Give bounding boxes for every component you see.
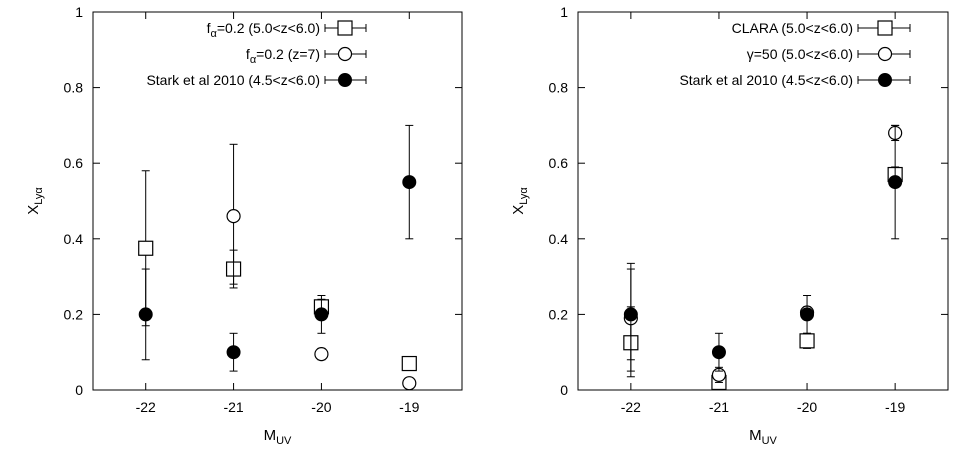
plot-frame [92,11,463,391]
x-axis-label-sub: UV [276,435,292,444]
y-axis-label-sub: Lyα [33,187,45,205]
legend-label: Stark et al 2010 (4.5<z<6.0) [679,72,853,88]
series-3 [138,124,417,372]
chart-panel-2: 0 0.2 0.4 0.6 0.8 1 -22 -21 -20 -19 MUV XLyα CLARA (… [510,4,949,447]
x-tick-label: -22 [136,399,156,415]
legend-label-main: Stark et al 2010 (4.5<z<6.0) [146,72,320,88]
data-point [138,240,154,256]
x-axis-label: MUV [749,427,777,444]
y-tick-label: 1 [75,4,83,20]
legend-label-main: γ=50 (5.0<z<6.0) [747,46,853,62]
x-tick-label: -21 [709,399,729,415]
y-axis-label-sub: Lyα [518,187,530,205]
series-1 [623,166,903,391]
y-tick-label: 0.6 [64,155,84,171]
legend-label-rest: =0.2 (z=7) [256,46,320,62]
legend-label-sub: α [250,54,257,66]
x-axis-label: MUV [264,427,292,444]
x-axis-label-sub: UV [762,435,778,444]
chart-panel-1: 00.20.40.60.81-22 -21 -20 -19MUVXLyαfα=0.2 … [25,4,463,447]
legend-label: Stark et al 2010 (4.5<z<6.0) [146,72,320,88]
legend-label-main: Stark et al 2010 (4.5<z<6.0) [679,72,853,88]
legend-label-main: f [246,46,250,62]
y-axis-label: XLyα [25,187,45,215]
legend-marker [877,46,893,62]
y-tick-label: 0.8 [549,80,569,96]
data-point [314,346,329,362]
legend-marker [337,46,353,62]
x-tick-label: -22 [621,399,641,415]
y-axis-label-main: X [25,205,42,215]
x-tick-label: -19 [885,399,905,415]
y-tick-label: 0.2 [549,306,569,322]
x-axis-label-main: M [264,427,277,444]
x-tick-label: -21 [223,399,243,415]
y-tick-label: 1 [560,4,568,20]
data-point [402,376,417,391]
data-point [800,307,815,322]
data-point [799,333,815,349]
legend: fα=0.2 (5.0<z<6.0)fα=0.2 (z=7)Stark et a… [146,20,367,88]
legend-marker [337,20,353,36]
series-3 [623,124,903,372]
y-axis-label: XLyα [510,187,530,215]
data-point [888,175,903,190]
legend-marker [878,73,892,87]
legend-marker [877,20,893,36]
x-tick-label: -20 [311,399,331,415]
data-point [138,307,153,322]
legend-label: fα=0.2 (z=7) [246,46,320,66]
legend-label: γ=50 (5.0<z<6.0) [747,46,853,62]
series-1 [138,170,417,372]
y-tick-label: 0.2 [64,306,84,322]
legend-label-main: f [207,20,211,36]
y-axis-label-main: X [510,205,527,215]
data-point [314,307,329,322]
legend-label-main: CLARA (5.0<z<6.0) [732,20,853,36]
data-point [226,209,241,224]
legend: CLARA (5.0<z<6.0) γ=50 (5.0<z<6.0) Stark e… [679,20,911,88]
legend-label-sub: α [211,28,218,40]
data-point [711,345,726,360]
data-point [623,307,638,322]
series-2 [226,143,417,391]
y-tick-label: 0.8 [64,80,84,96]
y-tick-label: 0.4 [64,231,84,247]
x-tick-label: -20 [797,399,817,415]
x-axis-label-main: M [749,427,762,444]
data-point [226,345,241,360]
legend-label: fα=0.2 (5.0<z<6.0) [207,20,320,40]
x-tick-label: -19 [399,399,419,415]
legend-marker [338,73,352,87]
y-tick-label: 0.6 [549,155,569,171]
series-2 [623,124,903,383]
legend-label-rest: =0.2 (5.0<z<6.0) [217,20,320,36]
y-tick-label: 0.4 [549,231,569,247]
y-tick-label: 0 [560,382,568,398]
data-point [401,355,417,372]
y-tick-label: 0 [75,382,83,398]
plot-frame [577,11,949,391]
legend-label: CLARA (5.0<z<6.0) [732,20,853,36]
data-point [402,175,417,190]
